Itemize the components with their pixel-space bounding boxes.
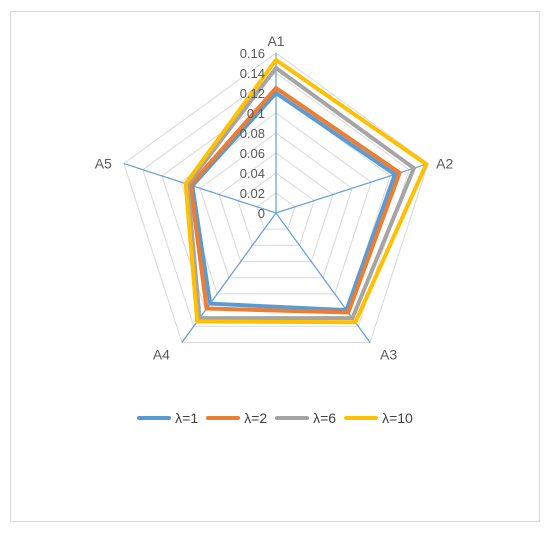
tick-label-3: 0.06	[240, 146, 265, 161]
data-point-1-a4	[208, 302, 212, 306]
tick-label-7: 0.14	[240, 66, 265, 81]
series-line-2	[188, 85, 403, 315]
tick-label-0: 0	[258, 206, 265, 221]
data-point-4-a5	[184, 182, 188, 186]
legend-swatch-2	[206, 416, 241, 420]
legend-swatch-1	[137, 416, 172, 420]
grid-ring-2	[237, 172, 315, 246]
tick-label-5: 0.1	[247, 106, 265, 121]
axis-label-a4: A4	[153, 346, 170, 362]
tick-label-8: 0.16	[240, 46, 265, 61]
axis-label-a5: A5	[95, 156, 112, 172]
data-point-1-a1	[274, 91, 278, 95]
legend-item-1: λ=1	[137, 410, 198, 426]
grid-ring-3	[218, 152, 334, 263]
data-point-2-a3	[346, 311, 350, 315]
legend-label-2: λ=2	[244, 410, 268, 426]
tick-label-6: 0.12	[240, 86, 265, 101]
legend-label-4: λ=10	[382, 410, 413, 426]
legend: λ=1 λ=2 λ=6 λ=10	[0, 410, 550, 426]
data-point-3-a1	[274, 66, 278, 70]
data-point-3-a3	[350, 316, 354, 320]
data-point-2-a1	[274, 86, 278, 90]
data-point-3-a2	[412, 166, 416, 170]
legend-label-1: λ=1	[175, 410, 199, 426]
spoke-a2	[275, 162, 429, 214]
data-point-2-a2	[398, 171, 402, 175]
axis-label-a2: A2	[436, 156, 453, 172]
grid-ring-1	[256, 192, 296, 230]
legend-item-2: λ=2	[206, 410, 267, 426]
legend-item-4: λ=10	[344, 410, 413, 426]
series-line-3	[185, 65, 417, 321]
grid-ring-8	[123, 52, 429, 343]
legend-swatch-4	[344, 416, 379, 420]
series	[183, 57, 429, 325]
axis-label-a1: A1	[267, 33, 284, 49]
series-line-4	[183, 57, 429, 325]
data-point-2-a4	[205, 306, 209, 310]
series-line-1	[190, 90, 398, 313]
spoke-a5	[123, 162, 277, 214]
tick-label-2: 0.04	[240, 166, 265, 181]
grid-ring-7	[142, 72, 410, 327]
radial-ticks: 0 0.02 0.04 0.06 0.08 0.1 0.12 0.14 0.16	[240, 46, 265, 221]
data-point-4-a1	[274, 58, 278, 62]
data-point-4-a2	[424, 162, 428, 166]
legend-swatch-3	[275, 416, 310, 420]
data-point-4-a4	[195, 319, 199, 323]
tick-label-1: 0.02	[240, 186, 265, 201]
data-point-4-a3	[353, 320, 357, 324]
legend-item-3: λ=6	[275, 410, 336, 426]
axis-labels: A1 A2 A3 A4 A5	[95, 33, 454, 362]
tick-label-4: 0.08	[240, 126, 265, 141]
axis-label-a3: A3	[380, 346, 397, 362]
data-point-1-a2	[393, 172, 397, 176]
legend-label-3: λ=6	[313, 410, 337, 426]
grid-ring-4	[199, 132, 353, 279]
